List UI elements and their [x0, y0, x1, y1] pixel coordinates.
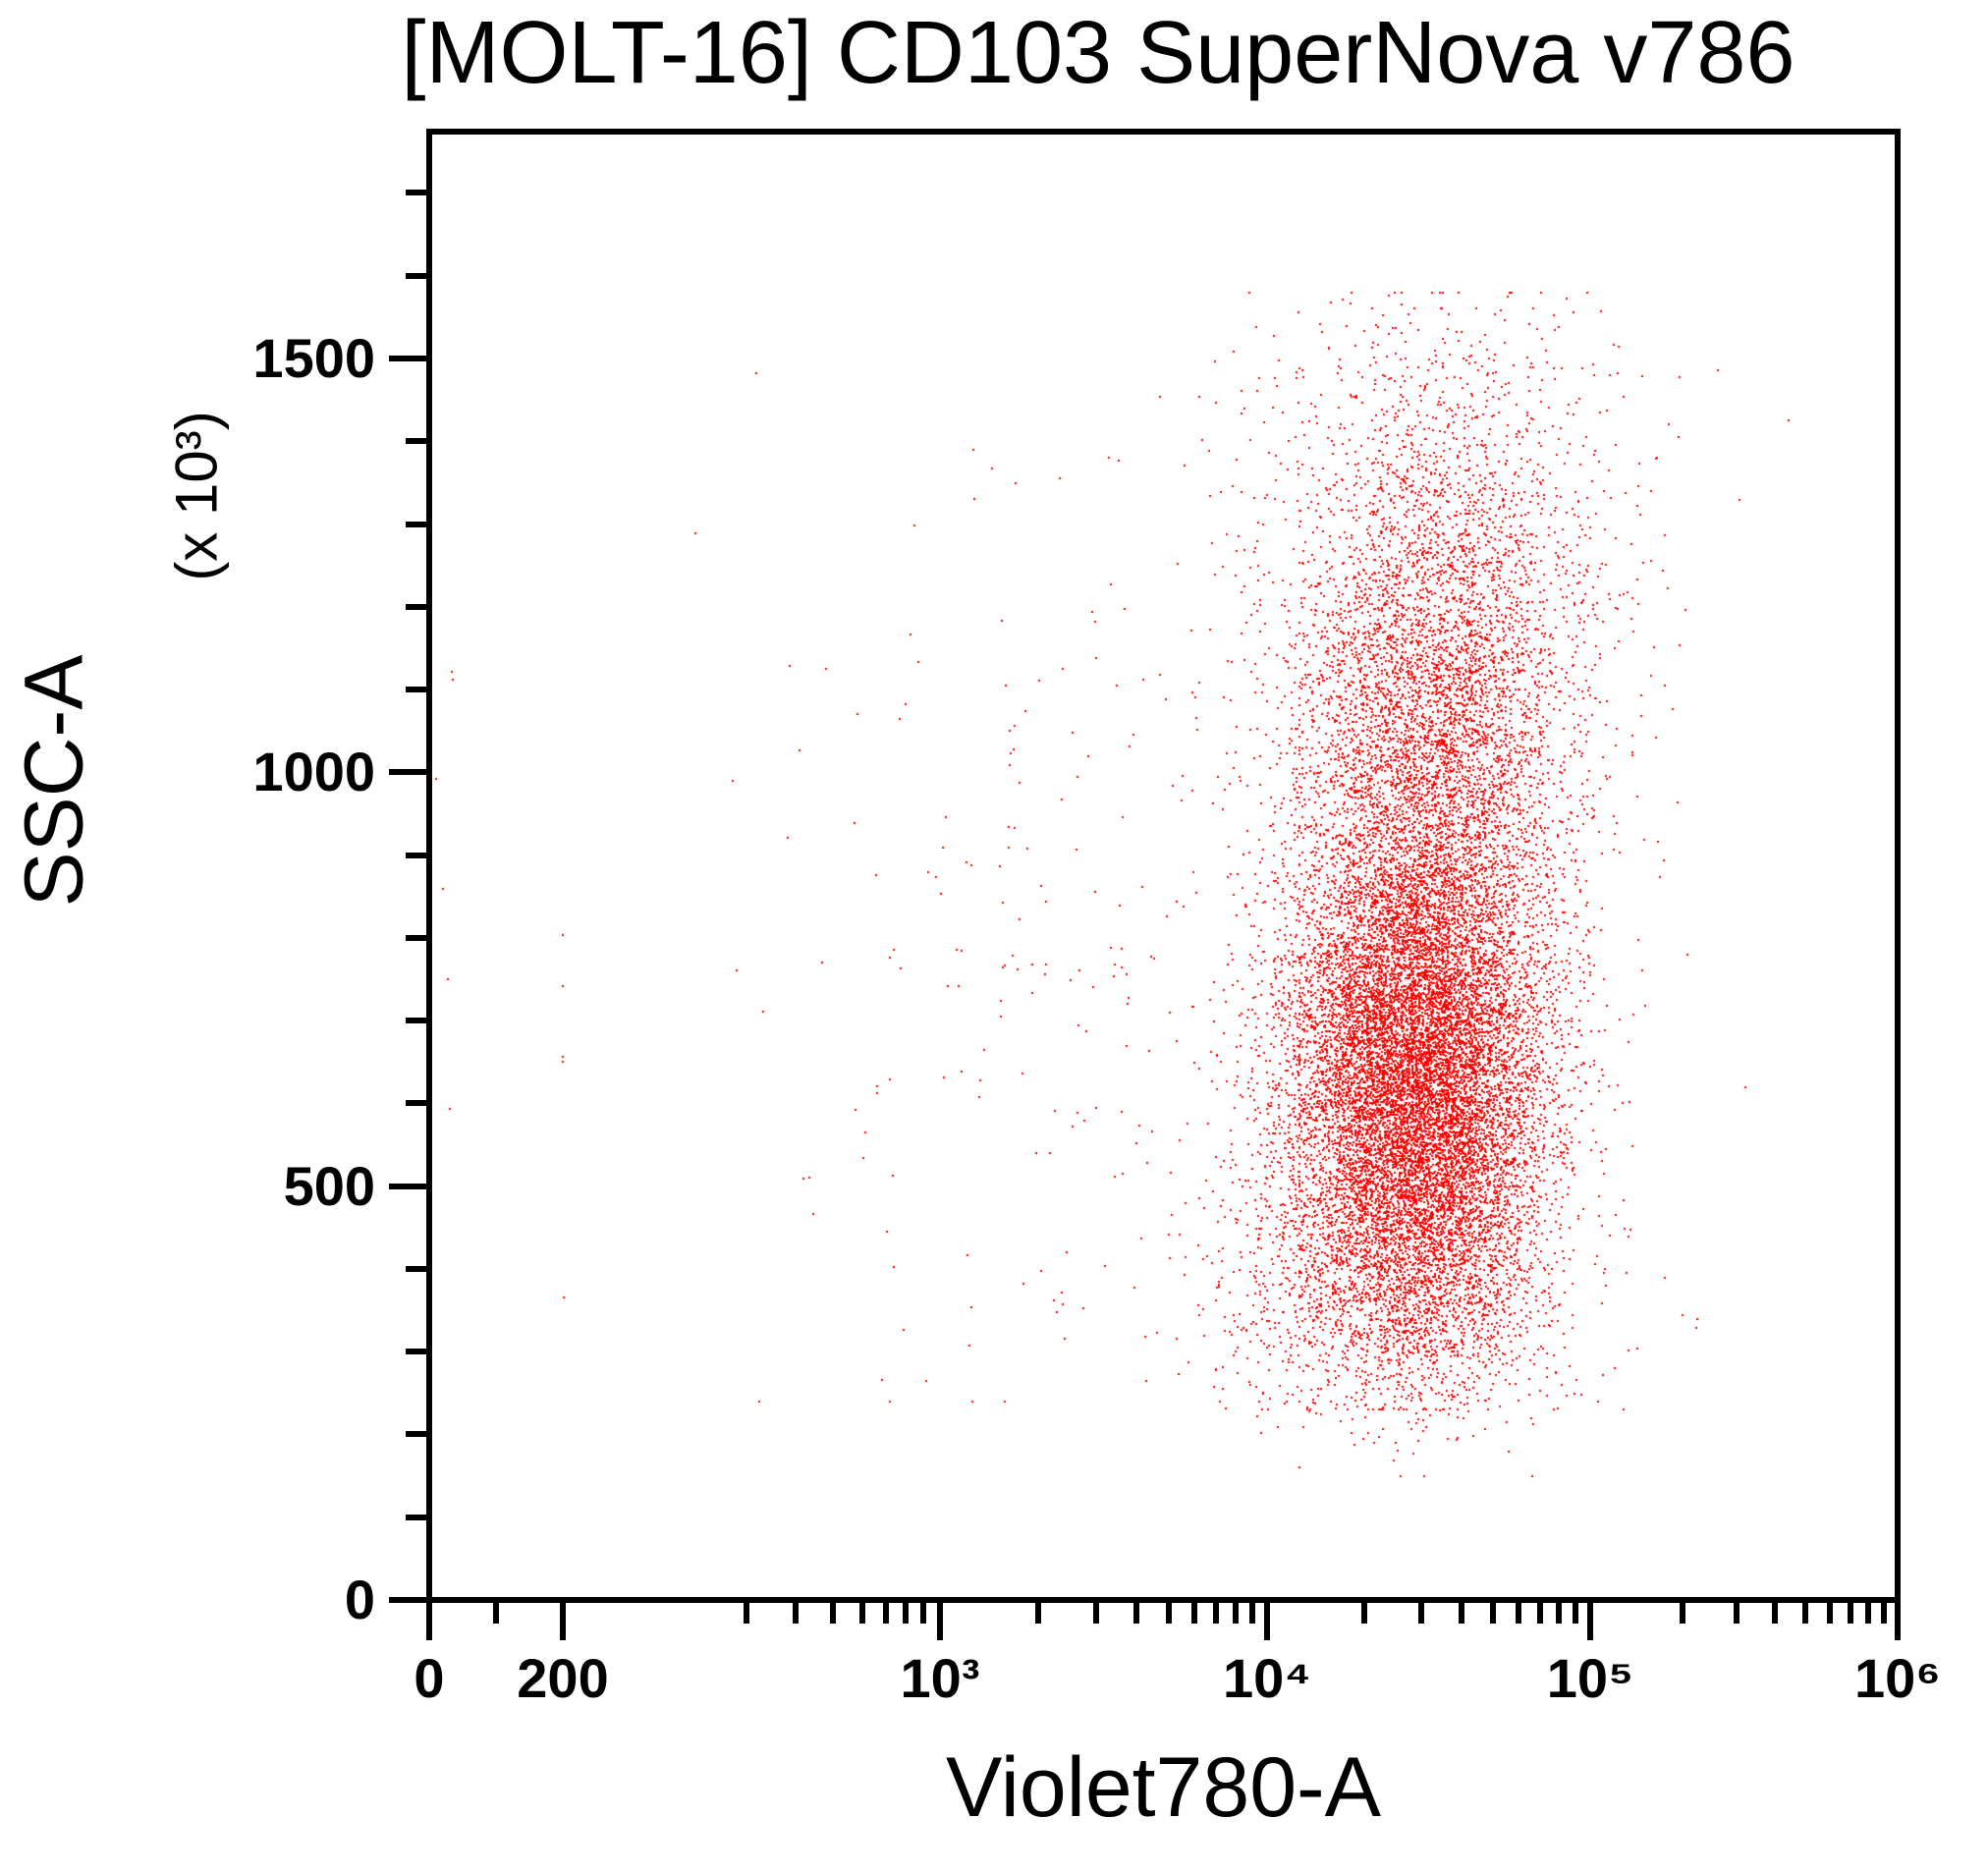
- x-axis-tick-label: 10⁵: [1546, 1647, 1634, 1709]
- x-axis-major-tick: [937, 1603, 943, 1640]
- x-axis-minor-tick: [1248, 1603, 1255, 1624]
- x-axis-minor-tick: [1035, 1603, 1042, 1624]
- x-axis-minor-tick: [744, 1603, 749, 1624]
- y-axis-tick-label: 1000: [252, 741, 375, 803]
- x-axis-minor-tick: [1847, 1603, 1853, 1624]
- x-axis-tick-label: 10⁶: [1853, 1647, 1942, 1709]
- x-axis-minor-tick: [1537, 1603, 1544, 1624]
- x-axis-major-tick: [560, 1603, 566, 1640]
- x-axis-minor-tick: [1165, 1603, 1172, 1624]
- x-axis-minor-tick: [1772, 1603, 1779, 1624]
- y-axis-minor-tick: [406, 1514, 426, 1520]
- x-axis-minor-tick: [793, 1603, 799, 1624]
- x-axis-minor-tick: [1092, 1603, 1099, 1624]
- x-axis-tick-label: 200: [517, 1647, 609, 1709]
- y-axis-major-tick: [389, 1183, 426, 1189]
- y-axis-major-tick: [389, 1597, 426, 1603]
- x-axis-minor-tick: [1489, 1603, 1496, 1624]
- x-axis-minor-tick: [1213, 1603, 1220, 1624]
- y-axis-minor-tick: [406, 1100, 426, 1107]
- y-axis-minor-tick: [406, 687, 426, 693]
- x-axis-minor-tick: [1556, 1603, 1563, 1624]
- y-axis-minor-tick: [406, 603, 426, 610]
- x-axis-tick-label: 10³: [900, 1647, 980, 1709]
- y-axis-minor-tick: [406, 852, 426, 858]
- x-axis-minor-tick: [1680, 1603, 1686, 1624]
- x-axis-minor-tick: [1880, 1603, 1887, 1624]
- x-axis-minor-tick: [920, 1603, 926, 1624]
- x-axis-minor-tick: [1133, 1603, 1140, 1624]
- x-axis-minor-tick: [1801, 1603, 1808, 1624]
- x-axis-minor-tick: [903, 1603, 909, 1624]
- x-axis-major-tick: [1587, 1603, 1593, 1640]
- x-axis-minor-tick: [859, 1603, 865, 1624]
- y-axis-minor-tick: [406, 438, 426, 445]
- x-axis-minor-tick: [493, 1603, 499, 1624]
- x-axis-minor-tick: [1232, 1603, 1239, 1624]
- x-axis-minor-tick: [1572, 1603, 1578, 1624]
- x-axis-minor-tick: [1516, 1603, 1521, 1624]
- y-axis-minor-tick: [406, 190, 426, 196]
- y-axis-minor-tick: [406, 521, 426, 527]
- x-axis-minor-tick: [1191, 1603, 1198, 1624]
- x-axis-minor-tick: [1361, 1603, 1368, 1624]
- x-axis-major-tick: [426, 1603, 432, 1640]
- x-axis-major-tick: [1895, 1603, 1901, 1640]
- scatter-canvas: [429, 132, 1898, 1600]
- y-axis-minor-tick: [406, 1018, 426, 1024]
- x-axis-minor-tick: [883, 1603, 889, 1624]
- y-axis-major-tick: [389, 355, 426, 361]
- x-axis-tick-label: 0: [414, 1647, 445, 1709]
- y-axis-minor-tick: [406, 272, 426, 279]
- y-axis-minor-tick: [406, 1431, 426, 1438]
- x-axis-minor-tick: [1864, 1603, 1871, 1624]
- x-axis-label: Violet780-A: [945, 1740, 1382, 1835]
- y-axis-tick-label: 500: [283, 1154, 375, 1217]
- y-axis-minor-tick: [406, 1349, 426, 1355]
- x-axis-minor-tick: [1734, 1603, 1740, 1624]
- y-axis-major-tick: [389, 769, 426, 776]
- y-axis-tick-label: 1500: [252, 326, 375, 389]
- x-axis-minor-tick: [1459, 1603, 1465, 1624]
- x-axis-minor-tick: [1417, 1603, 1424, 1624]
- y-axis-minor-tick: [406, 934, 426, 941]
- y-axis-minor-tick: [406, 1265, 426, 1272]
- x-axis-tick-label: 10⁴: [1223, 1647, 1311, 1709]
- x-axis-minor-tick: [830, 1603, 836, 1624]
- x-axis-minor-tick: [1826, 1603, 1833, 1624]
- y-axis-tick-label: 0: [344, 1569, 375, 1630]
- plot-title: [MOLT-16] CD103 SuperNova v786: [401, 4, 1795, 102]
- x-axis-major-tick: [1264, 1603, 1270, 1640]
